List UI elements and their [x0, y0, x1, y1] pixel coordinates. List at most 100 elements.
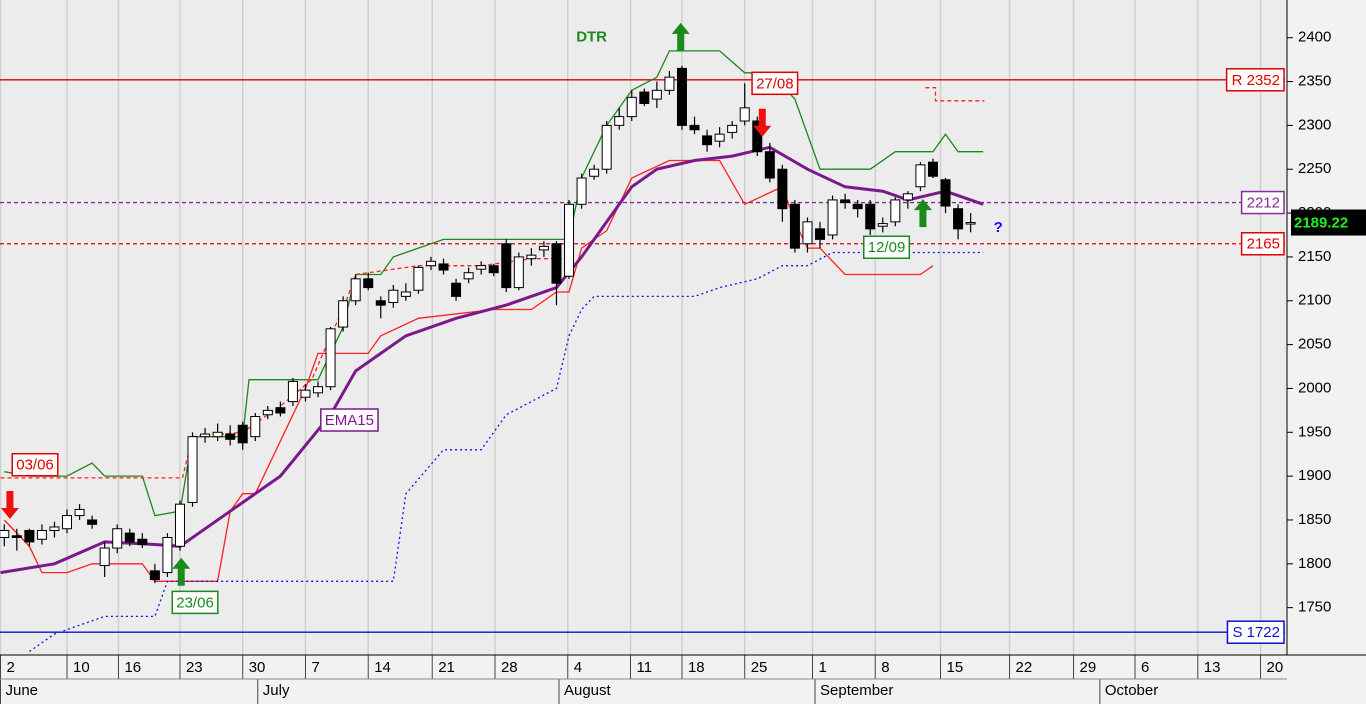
- candle-body: [689, 124, 700, 131]
- candle-body: [162, 537, 173, 574]
- candle-body: [777, 168, 788, 210]
- candle-body: [36, 529, 47, 540]
- plot-area: [0, 0, 1287, 655]
- annotation-box: [863, 235, 911, 260]
- last-price-box: [1291, 209, 1366, 236]
- candle-body: [275, 407, 286, 414]
- candle-body: [827, 199, 838, 236]
- candle-body: [99, 547, 110, 567]
- candle-body: [852, 203, 863, 210]
- candle-body: [538, 245, 549, 251]
- indicator-line: [925, 87, 985, 102]
- axes: 2 10 16 23 30 7 14 21 28 4 11 18 25 1 8 15 22 29 6 13 20June…: [0, 29, 1331, 704]
- annotation-label: EMA15: [325, 412, 374, 429]
- candle-body: [915, 164, 926, 188]
- annotations: 03/06 23/06 27/08 12/09 EMA15 DTR?: [0, 22, 1003, 615]
- candle-body: [338, 300, 349, 328]
- x-tick-label: 13: [1204, 659, 1221, 676]
- signal-arrow: [753, 108, 772, 137]
- candle-body: [589, 168, 600, 177]
- level-label-box: [1225, 68, 1285, 92]
- month-label: September: [820, 682, 893, 699]
- candle-body: [877, 223, 888, 227]
- candle-body: [388, 289, 399, 304]
- candle-body: [902, 193, 913, 201]
- candle-body: [87, 519, 98, 525]
- x-tick-label: 22: [1016, 659, 1033, 676]
- y-tick-label: 1950: [1298, 423, 1331, 440]
- candle-body: [601, 124, 612, 170]
- candle-body: [463, 272, 474, 280]
- candle-body: [212, 431, 223, 438]
- y-tick-label: 1850: [1298, 511, 1331, 528]
- signal-arrow: [671, 22, 690, 51]
- annotation-label: 12/09: [868, 239, 906, 256]
- signal-arrow: [913, 199, 932, 228]
- indicator-line: [3, 159, 934, 582]
- candle-body: [187, 436, 198, 503]
- annotation-label: DTR: [576, 29, 607, 46]
- y-tick-label: 2250: [1298, 160, 1331, 177]
- candle-body: [200, 433, 211, 438]
- x-tick-label: 4: [574, 659, 582, 676]
- candle-body: [927, 161, 938, 177]
- candle-body: [325, 328, 336, 388]
- level-label: S 1722: [1232, 624, 1280, 641]
- candle-body: [250, 415, 261, 438]
- level-label-box: [1226, 620, 1285, 644]
- x-tick-label: 30: [249, 659, 266, 676]
- y-tick-label: 2300: [1298, 116, 1331, 133]
- level-label: R 2352: [1232, 72, 1280, 89]
- candle-body: [651, 89, 662, 100]
- y-tick-label: 2050: [1298, 336, 1331, 353]
- candle-body: [626, 96, 637, 118]
- candle-body: [865, 203, 876, 230]
- grid: [0, 0, 1262, 655]
- level-label-box: [1240, 232, 1285, 256]
- candle-body: [739, 107, 750, 122]
- candle-body: [287, 380, 298, 403]
- candles: [0, 65, 976, 584]
- candle-body: [965, 222, 976, 225]
- x-tick-label: 7: [311, 659, 319, 676]
- x-tick-label: 25: [751, 659, 768, 676]
- annotation-label: 27/08: [756, 75, 794, 92]
- annotation-label: ?: [994, 219, 1003, 236]
- candle-body: [727, 124, 738, 133]
- x-tick-label: 20: [1267, 659, 1284, 676]
- candle-body: [112, 528, 123, 549]
- candle-body: [513, 256, 524, 289]
- last-price-label: 2189.22: [1294, 214, 1348, 231]
- candle-body: [639, 91, 650, 104]
- candle-body: [551, 243, 562, 284]
- candle-body: [614, 116, 625, 126]
- y-tick-label: 2100: [1298, 292, 1331, 309]
- candle-body: [62, 515, 73, 530]
- candle-body: [676, 67, 687, 126]
- candle-body: [237, 424, 248, 444]
- x-tick-label: 29: [1080, 659, 1097, 676]
- candle-body: [802, 221, 813, 245]
- annotation-label: 03/06: [16, 457, 54, 474]
- candle-body: [664, 76, 675, 91]
- candle-body: [702, 135, 713, 146]
- candle-body: [413, 266, 424, 291]
- level-label-box: [1240, 190, 1285, 215]
- x-tick-label: 16: [124, 659, 141, 676]
- indicator-line: [4, 50, 984, 517]
- candle-body: [488, 265, 499, 274]
- candle-body: [890, 199, 901, 223]
- candle-body: [576, 177, 587, 205]
- candle-body: [11, 535, 22, 539]
- x-tick-label: 15: [947, 659, 964, 676]
- y-tick-label: 1750: [1298, 599, 1331, 616]
- candle-body: [400, 291, 411, 297]
- candle-body: [764, 151, 775, 179]
- candle-body: [953, 208, 964, 230]
- candle-body: [840, 199, 851, 204]
- y-tick-label: 2150: [1298, 248, 1331, 265]
- annotation-box: [11, 452, 59, 477]
- y-tick-label: 2400: [1298, 29, 1331, 46]
- signal-arrow: [0, 491, 19, 520]
